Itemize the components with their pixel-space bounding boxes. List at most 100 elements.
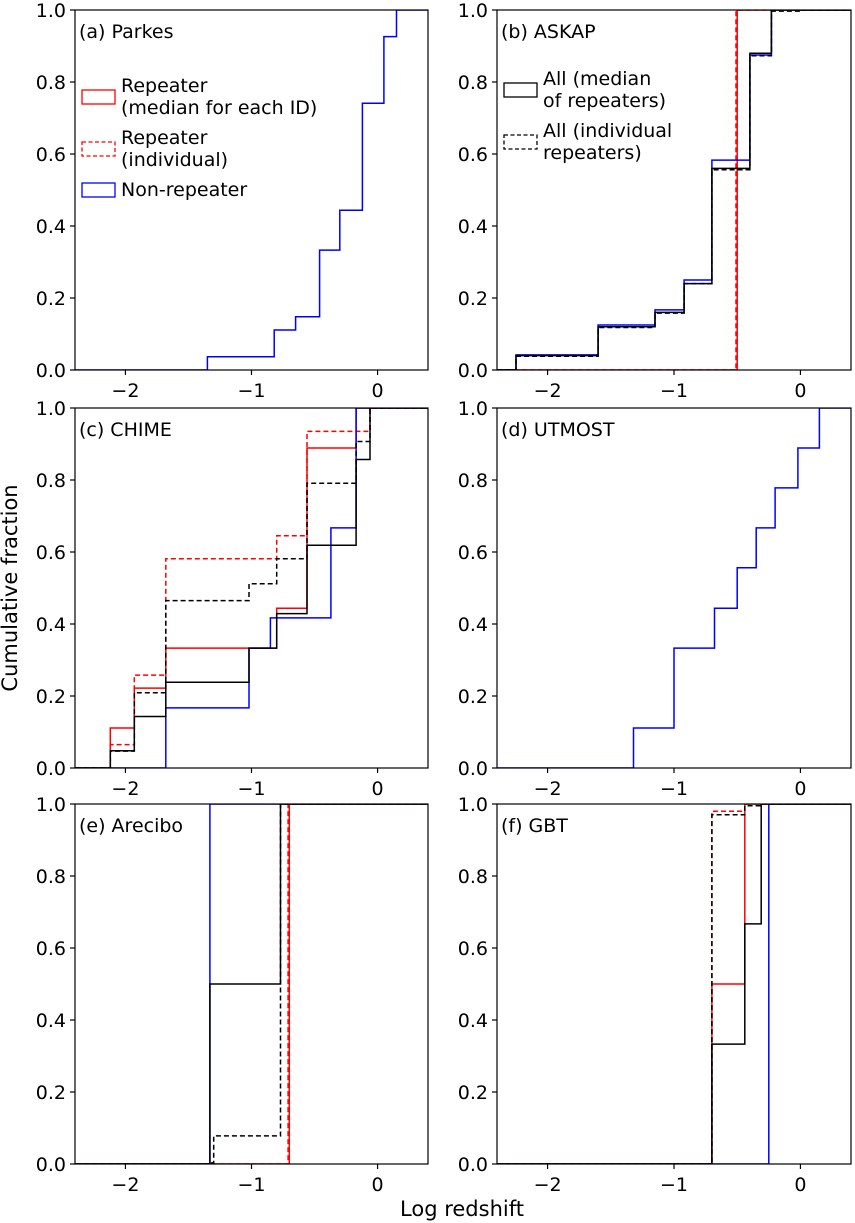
y-tick-label: 1.0 [458,0,488,22]
x-tick-label: −1 [237,778,265,800]
series-repeater-individual [75,804,428,1164]
legend-label: Repeater [121,127,208,149]
series-repeater-median-for-each-id [75,804,428,1164]
legend-label: (median for each ID) [121,97,317,119]
y-tick-label: 0.6 [458,144,488,166]
legend-swatch-repeater-median-for-each-id [81,89,116,105]
x-axis-label: Log redshift [400,1197,524,1221]
y-tick-label: 0.0 [36,1154,66,1176]
series-group [497,804,851,1164]
y-tick-label: 1.0 [36,398,66,420]
y-tick-label: 1.0 [36,794,66,816]
x-tick-label: 0 [372,380,384,402]
y-tick-label: 0.0 [36,758,66,780]
y-tick-label: 0.4 [36,216,66,238]
series-non-repeater [75,10,428,370]
plot-frame [74,407,429,769]
panel-title: (e) Arecibo [79,815,183,837]
y-tick-label: 0.8 [458,72,488,94]
y-tick-label: 0.8 [458,866,488,888]
panel-4: 0.0 0.2 0.4 0.6 0.8 1.0 −2 −1 0 (d) UTMOST [458,398,852,800]
y-tick-label: 0.2 [36,1082,66,1104]
panels: 0.00.20.40.60.81.0−2 −1 0(a) Parkes0.00.20… [36,0,852,1196]
panel-title: (d) UTMOST [501,419,615,441]
series-group [497,408,851,768]
series-repeater-median-for-each-id [75,408,428,768]
y-tick-label: 0.8 [36,866,66,888]
series-group [75,804,428,1164]
series-group [75,10,428,370]
series-all-individual-repeaters [497,804,851,1164]
x-tick-label: −2 [111,778,139,800]
x-tick-label: −1 [237,380,265,402]
y-tick-label: 1.0 [36,0,66,22]
y-tick-label: 0.2 [36,686,66,708]
y-tick-label: 0.4 [458,614,488,636]
panel-6: 0.0 0.2 0.4 0.6 0.8 1.0 −2 −1 0 (f) GBT [458,794,852,1196]
legend-label: All (median [543,68,651,90]
panel-title: (c) CHIME [79,419,172,441]
y-tick-label: 0.4 [458,216,488,238]
x-tick-label: −2 [111,1174,139,1196]
panel-title: (f) GBT [501,815,568,837]
y-tick-label: 0.6 [458,938,488,960]
series-repeater-individual [497,10,851,370]
series-group [75,408,428,768]
series-non-repeater [497,408,851,768]
y-tick-label: 0.2 [458,686,488,708]
legend-label: All (individual [543,120,672,142]
x-tick-label: −1 [660,1174,688,1196]
x-tick-label: −2 [534,1174,562,1196]
y-tick-label: 0.8 [36,72,66,94]
x-tick-label: 0 [372,778,384,800]
plot-frame [496,9,852,371]
series-all-individual-repeaters [75,804,428,1164]
legend-label: repeaters) [543,142,642,164]
y-tick-label: 0.0 [458,360,488,382]
x-tick-label: −1 [660,778,688,800]
y-tick-label: 1.0 [458,398,488,420]
series-all-median-of-repeaters [75,804,428,1164]
x-tick-label: 0 [794,1174,806,1196]
panel-title: (b) ASKAP [501,21,596,43]
panel-3: 0.0 0.2 0.4 0.6 0.8 1.0 −2 −1 0 (c) CHIME [36,398,429,800]
y-tick-label: 0.0 [458,1154,488,1176]
panel-title: (a) Parkes [79,21,173,43]
legend-swatch-all-individual-repeaters [503,134,538,150]
y-tick-label: 0.2 [458,1082,488,1104]
x-tick-label: −2 [534,778,562,800]
legend-label: (individual) [121,149,228,171]
series-repeater-individual [75,408,428,768]
panel-1: 0.0 0.2 0.4 0.6 0.8 1.0 −2 −1 0 (a) Parkes [36,0,429,402]
plot-frame [496,803,852,1165]
y-tick-label: 0.6 [36,938,66,960]
series-all-median-of-repeaters [75,408,428,768]
y-tick-label: 0.4 [36,614,66,636]
x-tick-label: 0 [794,778,806,800]
series-repeater-median-for-each-id [497,10,851,370]
y-tick-label: 0.0 [458,758,488,780]
y-tick-label: 0.6 [36,542,66,564]
legend-label: of repeaters) [543,90,666,112]
y-tick-label: 0.8 [458,470,488,492]
legend-left: Repeater(median for each ID)Repeater(ind… [81,75,317,201]
y-tick-label: 0.2 [36,288,66,310]
series-non-repeater [75,408,428,768]
x-tick-label: −1 [237,1174,265,1196]
y-tick-label: 1.0 [458,794,488,816]
y-tick-label: 0.2 [458,288,488,310]
x-tick-label: −1 [660,380,688,402]
legend-label: Repeater [121,75,208,97]
y-axis-label: Cumulative fraction [0,484,22,691]
series-all-individual-repeaters [75,408,428,768]
legend-label: Non-repeater [121,179,247,201]
y-tick-label: 0.8 [36,470,66,492]
y-tick-label: 0.0 [36,360,66,382]
y-tick-label: 0.4 [458,1010,488,1032]
panel-2: 0.0 0.2 0.4 0.6 0.8 1.0 −2 −1 0 (b) ASKAP [458,0,852,402]
x-tick-label: 0 [372,1174,384,1196]
legend-swatch-non-repeater [81,182,116,198]
